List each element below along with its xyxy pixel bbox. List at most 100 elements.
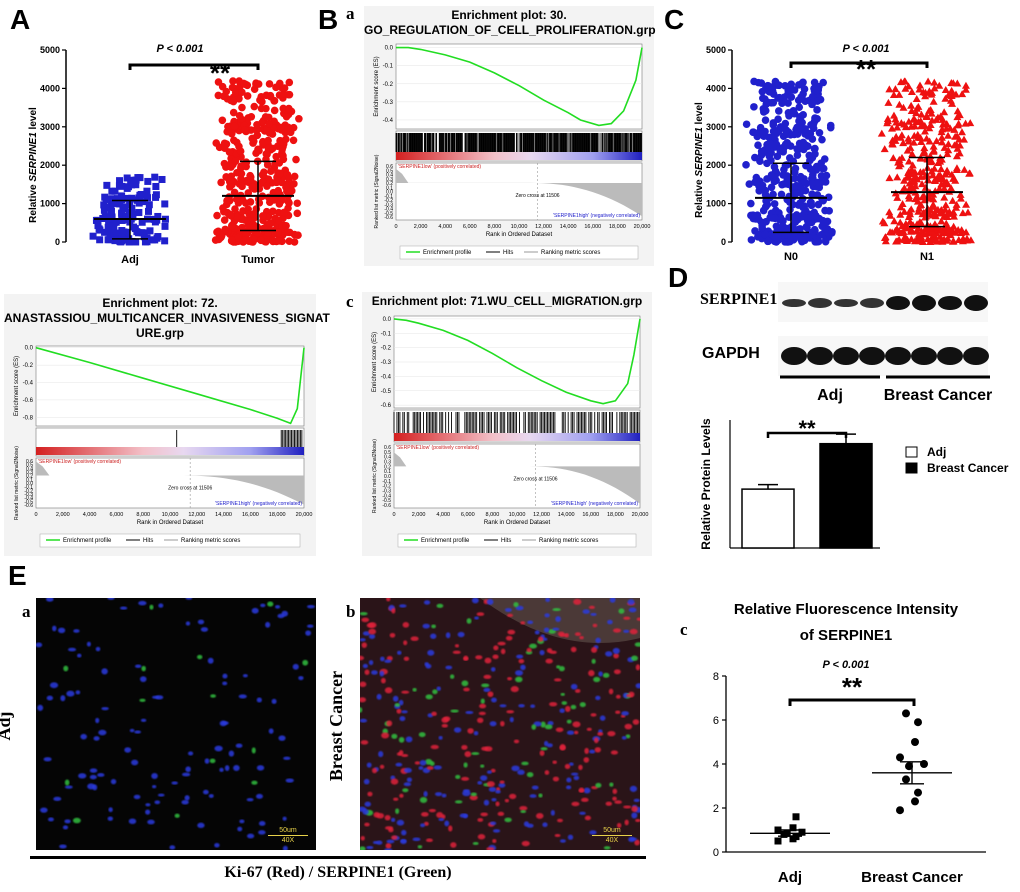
cell-nucleus <box>574 632 581 637</box>
cell-nucleus <box>360 655 365 661</box>
data-point <box>912 109 921 117</box>
cell-nucleus <box>621 735 627 740</box>
cell-nucleus <box>420 823 426 828</box>
data-point <box>926 106 935 114</box>
x-axis-label: Rank in Ordered Dataset <box>137 520 204 526</box>
data-point <box>138 218 146 226</box>
data-point <box>254 80 263 88</box>
cell-nucleus <box>605 801 613 806</box>
data-point <box>948 237 957 245</box>
data-point <box>282 183 290 191</box>
data-point <box>770 200 779 208</box>
rank-tick-label: 0.0 <box>26 481 33 487</box>
data-point <box>144 177 152 185</box>
data-point <box>810 225 819 234</box>
cell-nucleus <box>390 778 399 785</box>
gsea-a-title1: Enrichment plot: 30. <box>451 8 567 22</box>
blot-band-gapdh <box>911 347 937 365</box>
cell-nucleus <box>565 785 572 790</box>
data-point <box>123 194 131 202</box>
rank-axis-label: Ranked list metric (Signal2Noise) <box>372 439 378 513</box>
cell-nucleus <box>595 782 602 788</box>
data-point <box>919 208 928 216</box>
data-point <box>914 117 923 125</box>
es-tick-label: -0.3 <box>383 100 394 106</box>
data-point <box>144 207 152 215</box>
cell-nucleus <box>463 687 470 692</box>
data-point <box>751 153 759 162</box>
rank-tick-label: 0.1 <box>26 477 33 483</box>
cell-nucleus <box>64 779 70 786</box>
data-point <box>279 155 288 164</box>
x-tick-label: 14,000 <box>560 224 577 230</box>
data-point <box>891 226 900 234</box>
cell-nucleus <box>631 655 638 661</box>
rank-tick-label: 0.6 <box>386 164 393 170</box>
data-point <box>896 753 904 762</box>
data-point <box>275 237 283 245</box>
cell-nucleus <box>403 640 408 646</box>
data-point <box>941 205 950 213</box>
data-point <box>757 151 766 160</box>
cell-nucleus <box>635 818 640 823</box>
data-point <box>243 92 252 100</box>
cell-nucleus <box>449 674 455 679</box>
data-point <box>742 120 751 129</box>
cell-nucleus <box>448 825 453 832</box>
cell-nucleus <box>63 665 69 672</box>
data-point <box>230 188 239 197</box>
cell-nucleus <box>76 653 82 658</box>
data-point <box>759 206 768 215</box>
cell-nucleus <box>614 800 622 804</box>
cell-nucleus <box>398 736 405 743</box>
cell-nucleus <box>360 681 367 688</box>
data-point <box>279 90 288 98</box>
data-point <box>295 114 303 123</box>
rank-metric-area <box>36 461 304 505</box>
rank-tick-label: -0.4 <box>24 496 33 502</box>
cell-nucleus <box>107 816 114 821</box>
data-point <box>267 167 275 175</box>
data-point <box>918 180 927 188</box>
cell-nucleus <box>401 690 410 694</box>
data-point <box>945 226 954 234</box>
data-point <box>929 190 938 198</box>
x-tick-label: 14,000 <box>558 512 575 518</box>
data-point <box>808 190 816 198</box>
cell-nucleus <box>204 758 210 764</box>
cell-nucleus <box>64 819 71 824</box>
data-point <box>952 152 961 160</box>
cell-nucleus <box>471 752 480 756</box>
cell-nucleus <box>486 847 495 850</box>
data-point <box>939 212 948 220</box>
data-point <box>761 230 769 239</box>
data-point <box>281 135 290 144</box>
data-point <box>951 132 960 140</box>
cell-nucleus <box>558 666 565 672</box>
data-point <box>920 149 929 157</box>
data-point <box>136 191 144 199</box>
x-tick-label: 8,000 <box>486 512 500 518</box>
y-tick-label: 4 <box>713 759 719 771</box>
cell-nucleus <box>555 616 561 622</box>
cell-nucleus <box>385 842 392 849</box>
es-tick-label: -0.1 <box>381 331 392 337</box>
data-point <box>777 190 786 199</box>
data-point <box>118 182 126 190</box>
data-point <box>253 120 261 129</box>
cell-nucleus <box>483 674 492 680</box>
data-point <box>745 180 754 188</box>
data-point <box>218 116 227 125</box>
cell-nucleus <box>540 747 548 751</box>
rank-tick-label: -0.6 <box>24 503 33 509</box>
cell-nucleus <box>432 689 438 695</box>
data-point <box>223 196 231 205</box>
cell-nucleus <box>549 650 557 655</box>
data-point <box>920 144 929 152</box>
cell-nucleus <box>37 704 44 711</box>
panel-d-ylabel: Relative Protein Levels <box>699 418 713 550</box>
panel-c-sig: ** <box>856 54 877 84</box>
data-point <box>805 151 814 160</box>
cell-nucleus <box>424 662 429 667</box>
